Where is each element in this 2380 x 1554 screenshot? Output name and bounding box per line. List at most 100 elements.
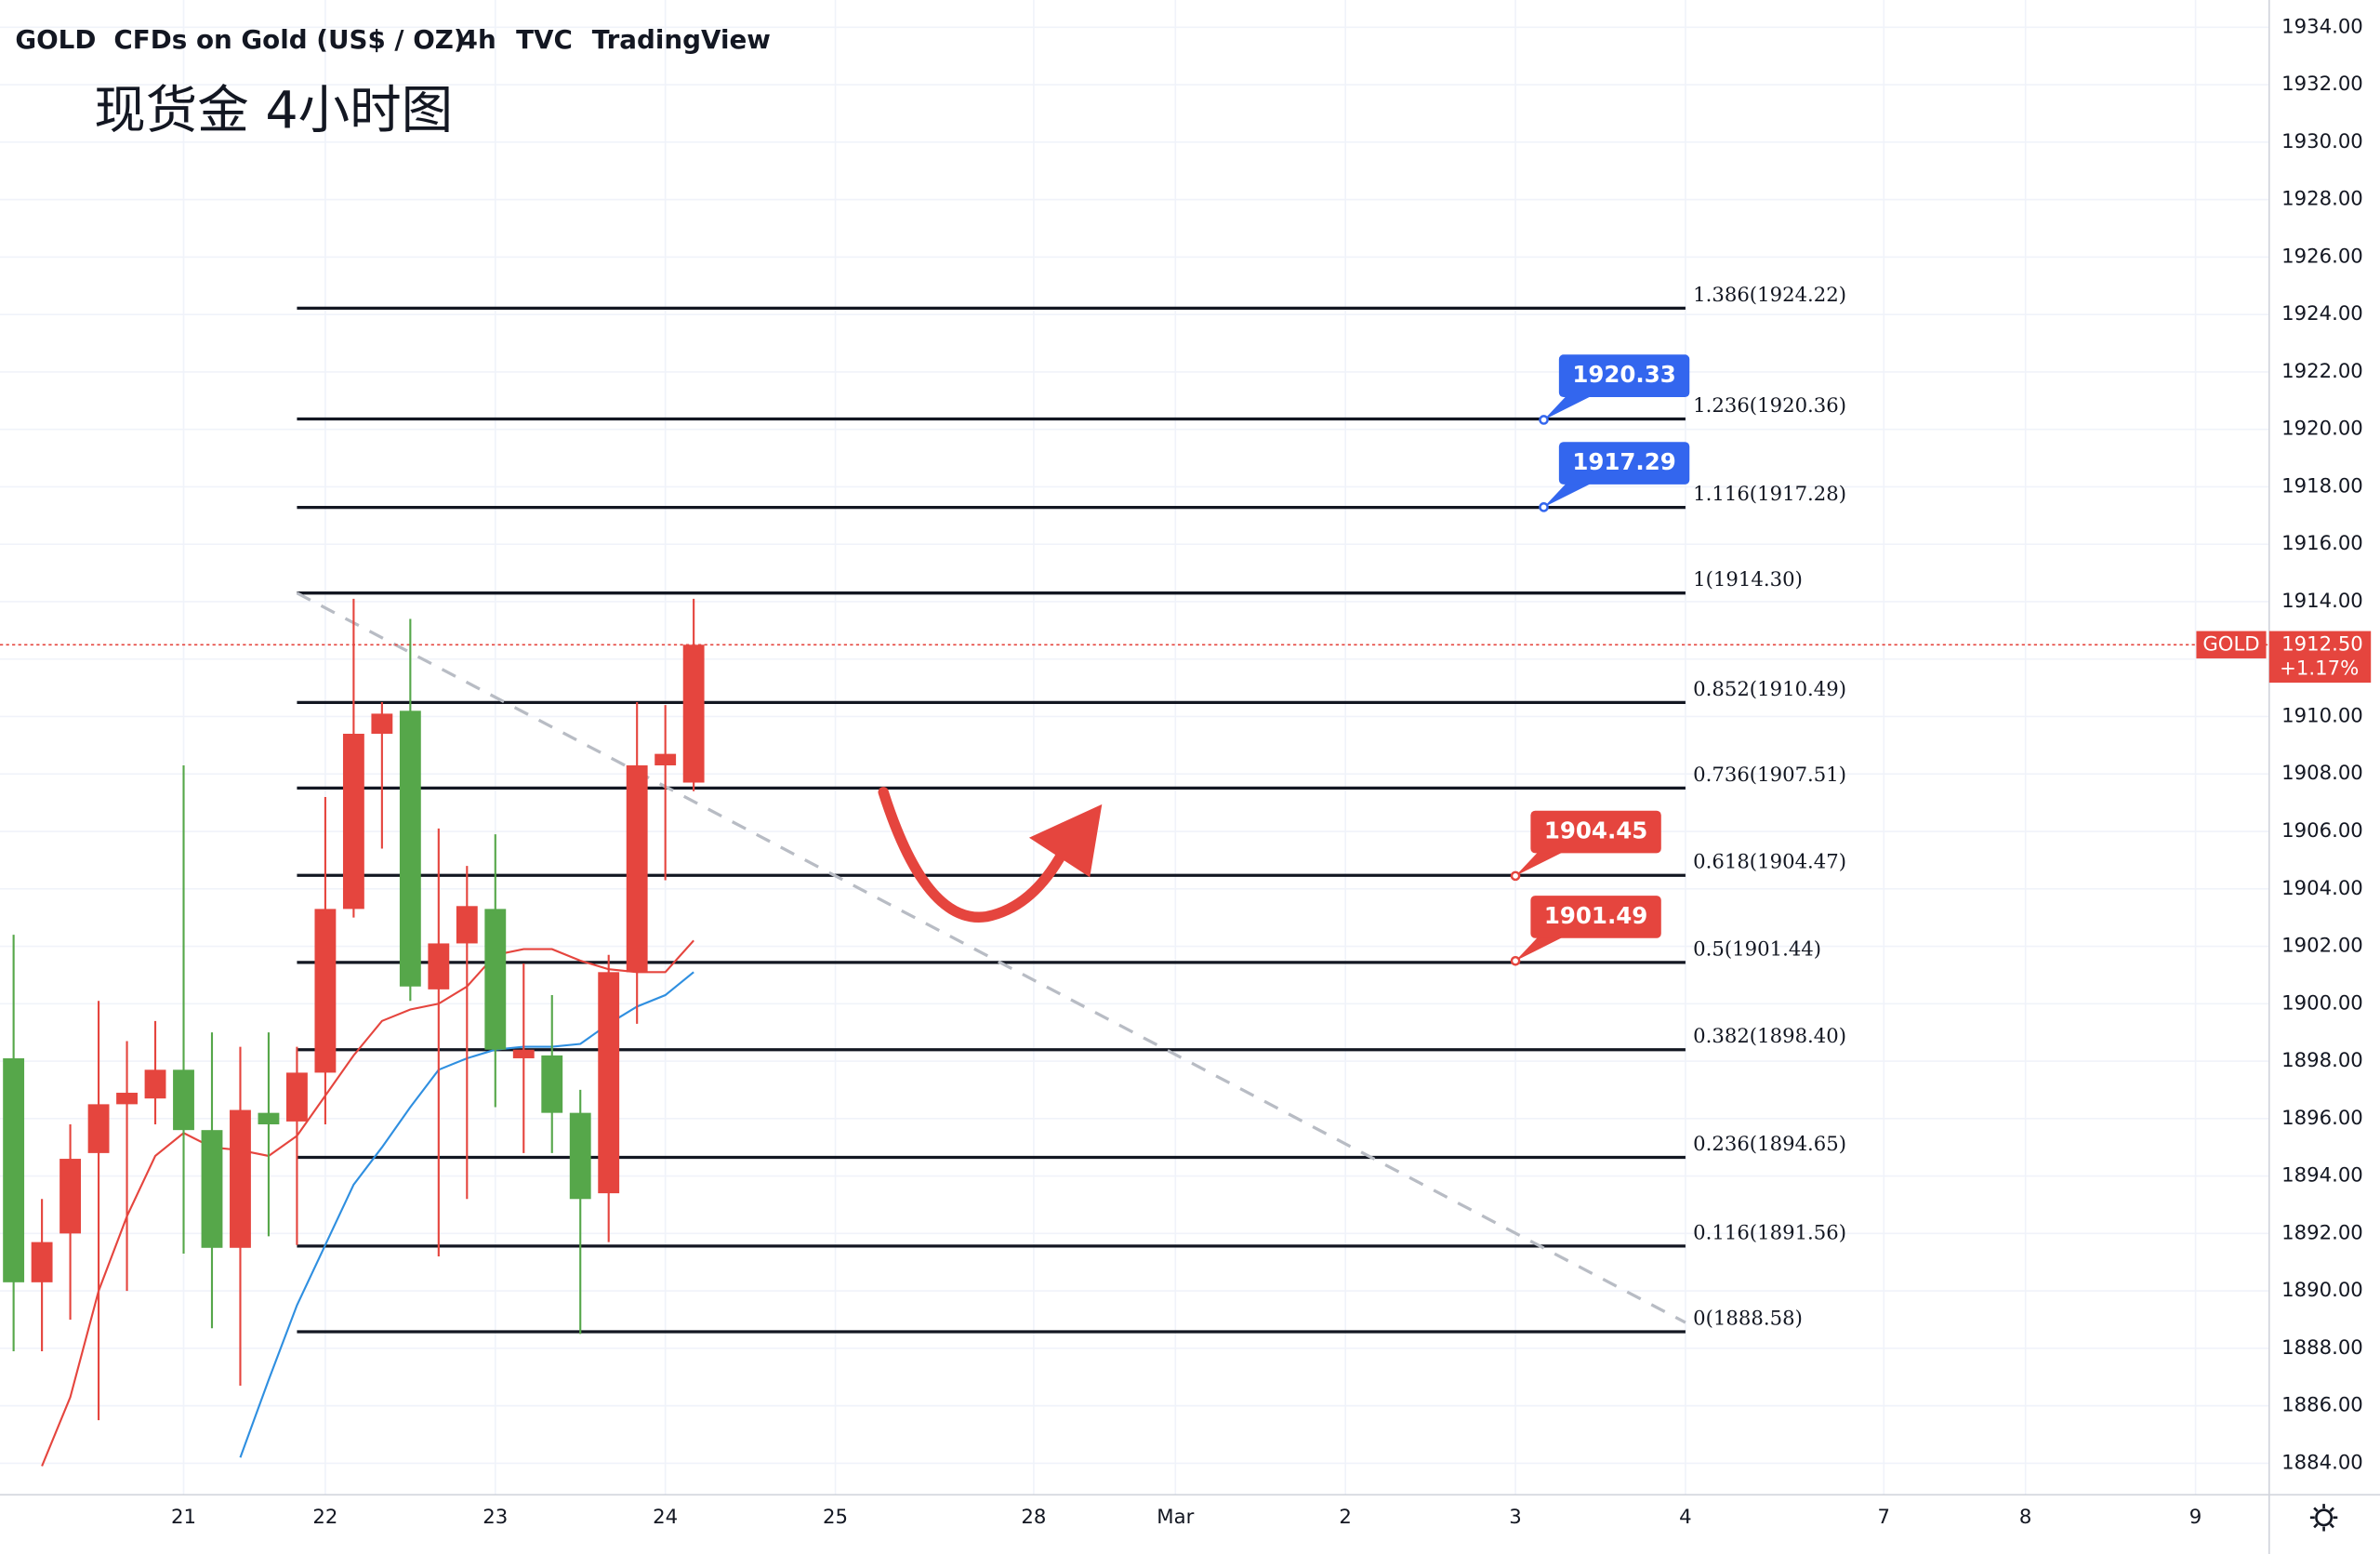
candle-body [116, 1093, 138, 1105]
candle-body [60, 1159, 82, 1234]
y-tick-label: 1886.00 [2281, 1394, 2363, 1417]
fib-label: 0.382(1898.40) [1693, 1025, 1846, 1048]
x-tick-label: 21 [171, 1506, 196, 1529]
callout-box [1558, 354, 1690, 398]
y-tick-label: 1892.00 [2281, 1221, 2363, 1244]
y-tick-label: 1934.00 [2281, 15, 2363, 38]
candle-body [512, 1049, 535, 1058]
fib-label: 0.852(1910.49) [1693, 678, 1846, 701]
x-tick-label: 24 [653, 1506, 678, 1529]
forecast-arrowhead [1028, 804, 1103, 878]
y-tick-label: 1924.00 [2281, 302, 2363, 325]
moving-average [41, 939, 694, 1467]
y-tick-label: 1910.00 [2281, 704, 2363, 727]
fib-label: 0.5(1901.44) [1693, 937, 1821, 961]
y-tick-label: 1908.00 [2281, 762, 2363, 785]
axes: 1884.00 1886.00 1888.00 1890.00 1892.00 1894.… [171, 15, 2372, 1529]
candle-body [31, 1242, 53, 1282]
callout-anchor [1510, 870, 1521, 882]
candle-body [3, 1057, 25, 1282]
callout-box [1530, 896, 1661, 938]
candle-body [258, 1112, 280, 1124]
candle-body [230, 1109, 251, 1248]
callout-label: 1901.49 [1544, 902, 1647, 929]
candle-body [456, 906, 478, 944]
y-tick-label: 1902.00 [2281, 935, 2363, 958]
candle-body [371, 713, 393, 735]
annotation: 现货金 4小时图 [94, 81, 453, 141]
y-tick-label: 1930.00 [2281, 130, 2363, 153]
x-tick-label: 23 [483, 1506, 508, 1529]
candle-body [541, 1055, 563, 1113]
last-price-label: 1912.50 [2281, 632, 2363, 656]
callout-anchor [1539, 415, 1549, 425]
candle-body [314, 909, 337, 1073]
x-tick-label: 7 [1878, 1506, 1891, 1529]
candle-body [428, 943, 450, 990]
y-tick-label: 1896.00 [2281, 1107, 2363, 1130]
x-tick-label: 9 [2189, 1506, 2202, 1529]
y-tick-label: 1884.00 [2281, 1451, 2363, 1474]
last-price-tag: GOLD [2202, 632, 2259, 656]
y-tick-label: 1922.00 [2281, 360, 2363, 383]
y-tick-label: 1894.00 [2281, 1164, 2363, 1188]
candle-body [285, 1072, 308, 1122]
x-tick-label: 3 [1509, 1506, 1522, 1529]
x-tick-label: Mar [1157, 1506, 1194, 1529]
plot: 1.386(1924.22) 1.236(1920.36) 1.116(1917.2… [0, 284, 2269, 1467]
exchange: TVC [516, 24, 573, 55]
y-tick-label: 1898.00 [2281, 1049, 2363, 1072]
y-tick-label: 1918.00 [2281, 474, 2363, 498]
candle-body [173, 1069, 194, 1131]
callout-box [1558, 442, 1690, 485]
candle-body [598, 972, 620, 1194]
x-tick-label: 8 [2019, 1506, 2032, 1529]
candle-body [144, 1069, 166, 1099]
y-tick-label: 1900.00 [2281, 991, 2363, 1015]
candle-body [87, 1104, 110, 1153]
candle-body [342, 734, 364, 910]
fib-label: 0.116(1891.56) [1693, 1221, 1846, 1244]
y-tick-label: 1932.00 [2281, 73, 2363, 96]
fib-label: 1(1914.30) [1693, 568, 1803, 591]
y-tick-label: 1888.00 [2281, 1336, 2363, 1360]
fib-label: 1.116(1917.28) [1693, 483, 1846, 506]
interval: 4h [460, 24, 496, 55]
y-tick-label: 1906.00 [2281, 819, 2363, 843]
callout-anchor [1539, 502, 1549, 512]
y-tick-label: 1928.00 [2281, 188, 2363, 211]
x-tick-label: 28 [1021, 1506, 1046, 1529]
candle-body [484, 909, 507, 1050]
fib-label: 0.736(1907.51) [1693, 764, 1846, 787]
x-tick-label: 25 [823, 1506, 848, 1529]
callout-label: 1904.45 [1544, 817, 1647, 844]
candle-body [201, 1130, 223, 1248]
fib-label: 1.236(1920.36) [1693, 394, 1846, 418]
instrument-name: CFDs on Gold (US$ / OZ) [113, 24, 465, 55]
y-tick-label: 1914.00 [2281, 590, 2363, 613]
y-tick-label: 1926.00 [2281, 245, 2363, 268]
candle-body [682, 644, 705, 783]
y-tick-label: 1890.00 [2281, 1279, 2363, 1302]
fib-label: 0.236(1894.65) [1693, 1133, 1846, 1156]
y-tick-label: 1916.00 [2281, 532, 2363, 555]
settings-icon[interactable] [2309, 1504, 2338, 1532]
last-price-bg [2268, 631, 2372, 684]
fib-label: 1.386(1924.22) [1693, 284, 1846, 307]
fib-label: 0(1888.58) [1693, 1307, 1803, 1330]
x-tick-label: 2 [1339, 1506, 1352, 1529]
callout-label: 1920.33 [1572, 361, 1675, 388]
source: TradingView [592, 24, 771, 55]
callout-anchor [1510, 955, 1521, 966]
candle-body [569, 1112, 591, 1200]
last-price-tag-bg [2196, 631, 2267, 658]
symbol: GOLD [15, 24, 96, 55]
callout-box [1530, 810, 1661, 854]
candle-body [399, 711, 421, 987]
candle-body [654, 753, 677, 765]
x-tick-label: 4 [1679, 1506, 1692, 1529]
fib-label: 0.618(1904.47) [1693, 851, 1846, 874]
x-tick-label: 22 [312, 1506, 337, 1529]
